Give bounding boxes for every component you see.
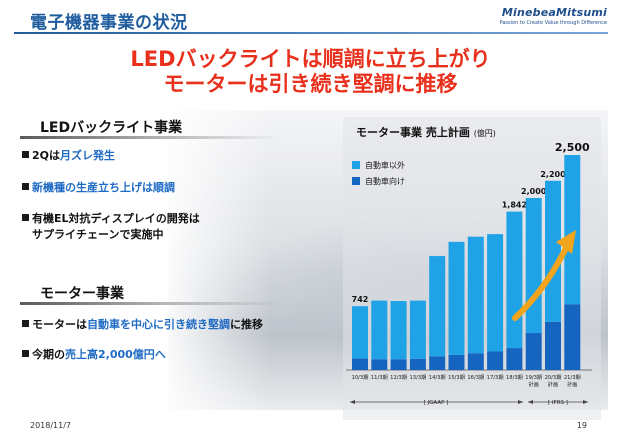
bar-auto-2: [390, 359, 407, 370]
bar-non-auto-4: [429, 256, 446, 357]
slide-header: 電子機器事業の状況 MinebeaMitsumi Passion to Crea…: [0, 0, 621, 38]
background-fade: [20, 110, 270, 410]
bar-non-auto-1: [371, 300, 388, 360]
bar-non-auto-11: [564, 155, 581, 305]
x-tick-label-6: 16/3期: [467, 374, 484, 381]
headline-line-1: LEDバックライトは順調に立ち上がり: [130, 47, 491, 71]
legend-swatch-auto: [352, 177, 360, 185]
data-label-9: 2,000: [521, 187, 547, 196]
company-logo: MinebeaMitsumi Passion to Create Value t…: [500, 6, 607, 26]
motor-section-divider: [20, 302, 280, 305]
x-tick-label-2: 12/3期: [390, 374, 407, 381]
x-tick-label-7: 17/3期: [487, 374, 504, 381]
bar-non-auto-7: [487, 234, 504, 352]
led-bullet-3: 有機EL対抗ディスプレイの開発は サプライチェーンで実施中: [22, 211, 200, 243]
headline-line-2: モーターは引き続き堅調に推移: [163, 72, 458, 96]
bar-auto-4: [429, 356, 446, 370]
bullet-square-icon: [22, 183, 29, 190]
chart-legend: 自動車以外 自動車向け: [352, 157, 405, 189]
bullet-square-icon: [22, 151, 29, 158]
data-label-10: 2,200: [540, 170, 566, 179]
x-tick-label-8: 18/3期: [506, 374, 523, 381]
data-label-8: 1,842: [502, 201, 527, 210]
bar-auto-8: [506, 348, 523, 370]
x-tick-label-5: 15/3期: [448, 374, 465, 381]
x-tick-label-9: 19/3期: [525, 374, 542, 381]
x-tick-label-10: 20/3期: [545, 374, 562, 381]
bar-auto-5: [448, 354, 465, 370]
header-divider: [14, 32, 608, 34]
legend-swatch-non-auto: [352, 161, 360, 169]
bullet-square-icon: [22, 214, 29, 221]
era-arrow-right-icon: [518, 400, 523, 404]
led-bullet-1: 2Qは月ズレ発生: [22, 148, 115, 164]
bar-auto-6: [467, 353, 484, 370]
led-bullet-2: 新機種の生産立ち上げは順調: [22, 180, 175, 196]
bar-non-auto-5: [448, 241, 465, 355]
x-tick-label-11: 21/3期: [564, 374, 581, 381]
era-arrow-left-icon: [350, 400, 355, 404]
bar-non-auto-6: [467, 236, 484, 354]
bar-non-auto-10: [545, 180, 561, 322]
bar-auto-3: [409, 358, 426, 370]
bar-auto-0: [352, 358, 368, 370]
bar-non-auto-3: [409, 300, 426, 359]
bar-non-auto-9: [525, 198, 542, 334]
x-tick-label-0: 10/3期: [352, 374, 369, 381]
led-section-divider: [20, 136, 280, 139]
growth-arrow-icon: [512, 245, 569, 321]
logo-tagline: Passion to Create Value through Differen…: [499, 20, 607, 26]
page-number: 19: [576, 421, 587, 430]
x-tick-sublabel-10: 計画: [548, 380, 558, 388]
era-arrow-right-icon-2: [583, 400, 588, 404]
led-section-title: LEDバックライト事業: [40, 120, 183, 136]
motor-section-title: モーター事業: [40, 286, 124, 302]
bar-auto-11: [564, 304, 581, 370]
bullet-square-icon: [22, 350, 29, 357]
bar-auto-1: [371, 359, 388, 370]
bar-non-auto-0: [352, 306, 368, 359]
bar-non-auto-2: [390, 301, 407, 360]
legend-item-non-auto: 自動車以外: [352, 157, 405, 173]
x-tick-label-4: 14/3期: [429, 374, 446, 381]
footer-date: 2018/11/7: [30, 421, 72, 430]
x-tick-sublabel-11: 計画: [567, 380, 577, 388]
bar-auto-7: [487, 351, 504, 370]
motor-bullet-2: 今期の売上高2,000億円へ: [22, 347, 166, 363]
chart-title: モーター事業 売上計画 (億円): [356, 126, 496, 139]
x-tick-label-1: 11/3期: [371, 374, 388, 381]
era-label-jgaap: [ JGAAP ]: [424, 400, 449, 406]
era-arrow-left-icon-2: [528, 400, 533, 404]
x-tick-label-3: 13/3期: [409, 374, 426, 381]
bar-auto-10: [545, 321, 561, 370]
slide-title: 電子機器事業の状況: [30, 13, 188, 33]
bar-auto-9: [525, 333, 542, 370]
growth-arrowhead-icon: [556, 230, 576, 254]
logo-wordmark: MinebeaMitsumi: [501, 6, 607, 19]
motor-sales-chart: 742 10/3期 11/3期 12/3期 13/3期 14/3期 15/3期 16/3期 17…: [346, 141, 592, 406]
era-label-ifrs: [ IFRS ]: [548, 400, 568, 406]
slide-headline: LEDバックライトは順調に立ち上がり モーターは引き続き堅調に推移: [0, 47, 621, 97]
data-label-11: 2,500: [555, 141, 590, 154]
data-label-0: 742: [352, 295, 369, 304]
bar-non-auto-8: [506, 211, 523, 349]
legend-item-auto: 自動車向け: [352, 173, 405, 189]
x-tick-sublabel-9: 計画: [529, 380, 539, 388]
bullet-square-icon: [22, 320, 29, 327]
motor-bullet-1: モーターは自動車を中心に引き続き堅調に推移: [22, 317, 263, 333]
